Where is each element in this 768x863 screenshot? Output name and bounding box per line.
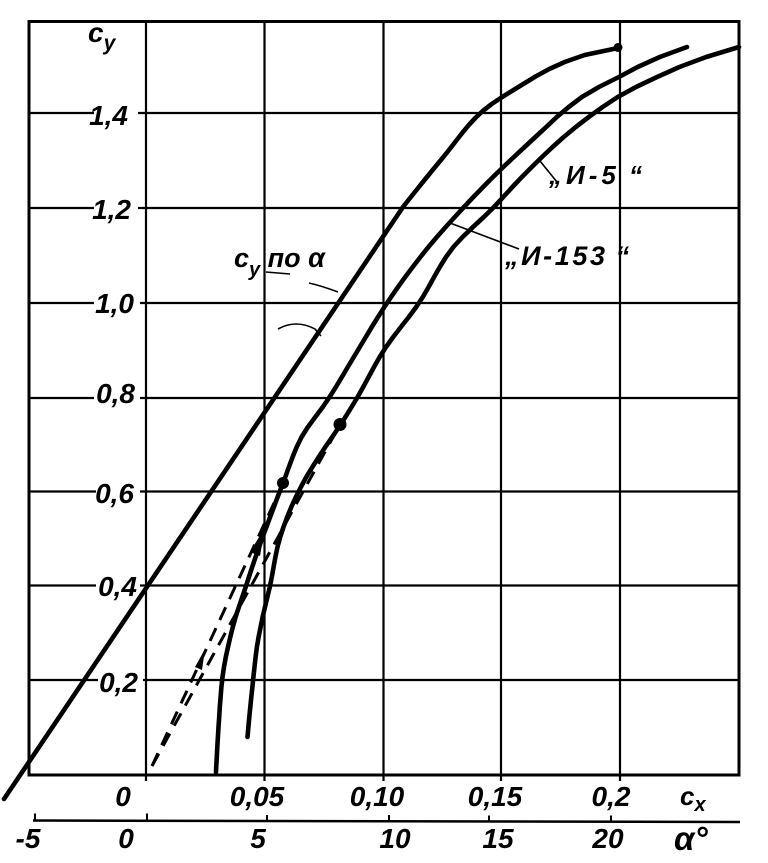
svg-text:0,10: 0,10 (350, 781, 405, 812)
svg-text:0,05: 0,05 (230, 781, 285, 812)
svg-text:0,2: 0,2 (99, 667, 138, 698)
svg-text:0,6: 0,6 (95, 478, 134, 509)
svg-text:0: 0 (115, 781, 131, 812)
svg-text:„И-5 “: „И-5 “ (548, 160, 646, 190)
svg-text:1,0: 1,0 (95, 288, 134, 319)
svg-text:1,4: 1,4 (89, 100, 128, 131)
svg-text:„И-153 “: „И-153 “ (504, 241, 632, 271)
svg-text:5: 5 (250, 823, 266, 854)
svg-text:0,15: 0,15 (468, 781, 523, 812)
svg-text:-5: -5 (16, 823, 41, 854)
svg-text:0,4: 0,4 (98, 571, 137, 602)
svg-text:0,2: 0,2 (592, 781, 631, 812)
svg-text:15: 15 (482, 823, 514, 854)
svg-text:1,2: 1,2 (92, 194, 131, 225)
svg-text:0,8: 0,8 (96, 378, 135, 409)
svg-text:20: 20 (591, 823, 624, 854)
svg-text:α°: α° (674, 820, 708, 857)
svg-text:0: 0 (118, 823, 134, 854)
svg-text:10: 10 (379, 823, 411, 854)
